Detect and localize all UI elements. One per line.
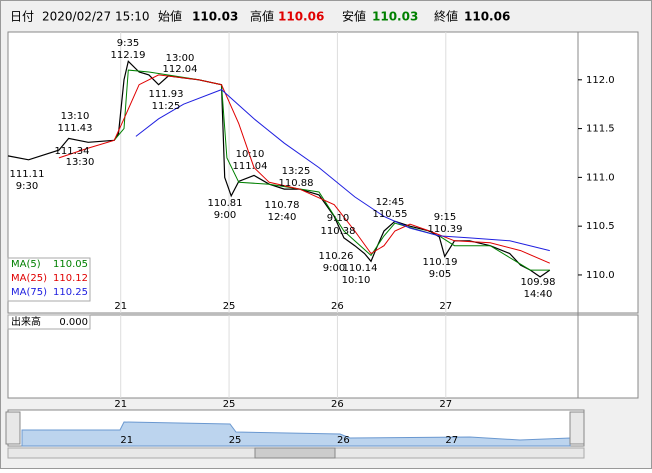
x-tick-label: 27 (439, 399, 452, 410)
header-value: 2020/02/27 15:10 (42, 10, 150, 24)
series-line (7, 60, 551, 278)
annotation: 13:00 (166, 53, 195, 64)
legend-label: MA(5) (11, 259, 41, 270)
series-line (58, 74, 550, 264)
annotation: 14:40 (524, 289, 553, 300)
annotation: 10:10 (342, 275, 371, 286)
volume-value: 0.000 (59, 317, 88, 328)
y-tick-label: 110.0 (586, 270, 615, 281)
x-tick-label: 27 (439, 301, 452, 312)
annotation: 110.26 (319, 251, 354, 262)
navigator-label: 27 (445, 435, 458, 446)
annotation: 110.19 (423, 257, 458, 268)
annotation: 112.19 (111, 50, 146, 61)
volume-panel (7, 314, 639, 399)
annotation: 12:45 (376, 197, 405, 208)
annotation: 111.11 (10, 169, 45, 180)
x-tick-label: 21 (114, 399, 127, 410)
header-label: 終値 (434, 9, 458, 24)
annotation: 111.04 (233, 161, 268, 172)
annotation: 9:35 (117, 38, 139, 49)
annotation: 9:10 (327, 213, 349, 224)
navigator-label: 26 (337, 435, 350, 446)
annotation: 110.38 (321, 226, 356, 237)
annotation: 111.43 (58, 123, 93, 134)
annotation: 110.78 (265, 200, 300, 211)
series-line (113, 69, 550, 271)
legend-value: 110.25 (53, 287, 88, 298)
y-tick-label: 111.0 (586, 172, 615, 183)
x-tick-label: 26 (331, 399, 344, 410)
legend-value: 110.05 (53, 259, 88, 270)
annotation: 13:10 (61, 111, 90, 122)
header-value: 110.06 (278, 10, 324, 24)
annotation: 9:00 (323, 263, 345, 274)
legend-value: 110.12 (53, 273, 88, 284)
annotation: 13:30 (66, 157, 95, 168)
scroll-left[interactable] (5, 411, 21, 445)
y-tick-label: 110.5 (586, 221, 615, 232)
x-tick-label: 25 (223, 301, 236, 312)
x-tick-label: 25 (223, 399, 236, 410)
annotation: 110.81 (208, 198, 243, 209)
scroll-thumb[interactable] (254, 447, 336, 459)
header-label: 始値 (158, 9, 182, 24)
annotation: 9:05 (429, 269, 451, 280)
annotation: 12:40 (268, 212, 297, 223)
y-tick-label: 112.0 (586, 75, 615, 86)
annotation: 9:15 (434, 212, 456, 223)
header-value: 110.06 (464, 10, 510, 24)
annotation: 109.98 (521, 277, 556, 288)
navigator-label: 25 (229, 435, 242, 446)
annotation: 11:25 (152, 101, 181, 112)
annotation: 9:00 (214, 210, 236, 221)
annotation: 110.39 (428, 224, 463, 235)
annotation: 110.88 (279, 178, 314, 189)
series-line (135, 89, 550, 252)
navigator-area (21, 421, 571, 447)
annotation: 111.93 (149, 89, 184, 100)
annotation: 112.04 (163, 64, 198, 75)
scroll-right[interactable] (569, 411, 585, 445)
volume-label: 出来高 (11, 315, 41, 328)
annotation: 110.55 (373, 209, 408, 220)
annotation: 13:25 (282, 166, 311, 177)
header-label: 日付 (10, 10, 34, 24)
header-label: 安値 (342, 9, 366, 24)
navigator-label: 21 (120, 435, 133, 446)
header-label: 高値 (250, 9, 274, 24)
main-panel (7, 31, 639, 314)
annotation: 10:10 (236, 149, 265, 160)
header-value: 110.03 (372, 10, 418, 24)
y-tick-label: 111.5 (586, 124, 615, 135)
volume-legend (7, 314, 91, 330)
header-value: 110.03 (192, 10, 238, 24)
legend-label: MA(25) (11, 273, 47, 284)
annotation: 9:30 (16, 181, 38, 192)
annotation: 110.14 (343, 263, 378, 274)
x-tick-label: 26 (331, 301, 344, 312)
legend-label: MA(75) (11, 287, 47, 298)
annotation: 111.34 (55, 146, 90, 157)
legend-box (7, 257, 91, 302)
x-tick-label: 21 (114, 301, 127, 312)
